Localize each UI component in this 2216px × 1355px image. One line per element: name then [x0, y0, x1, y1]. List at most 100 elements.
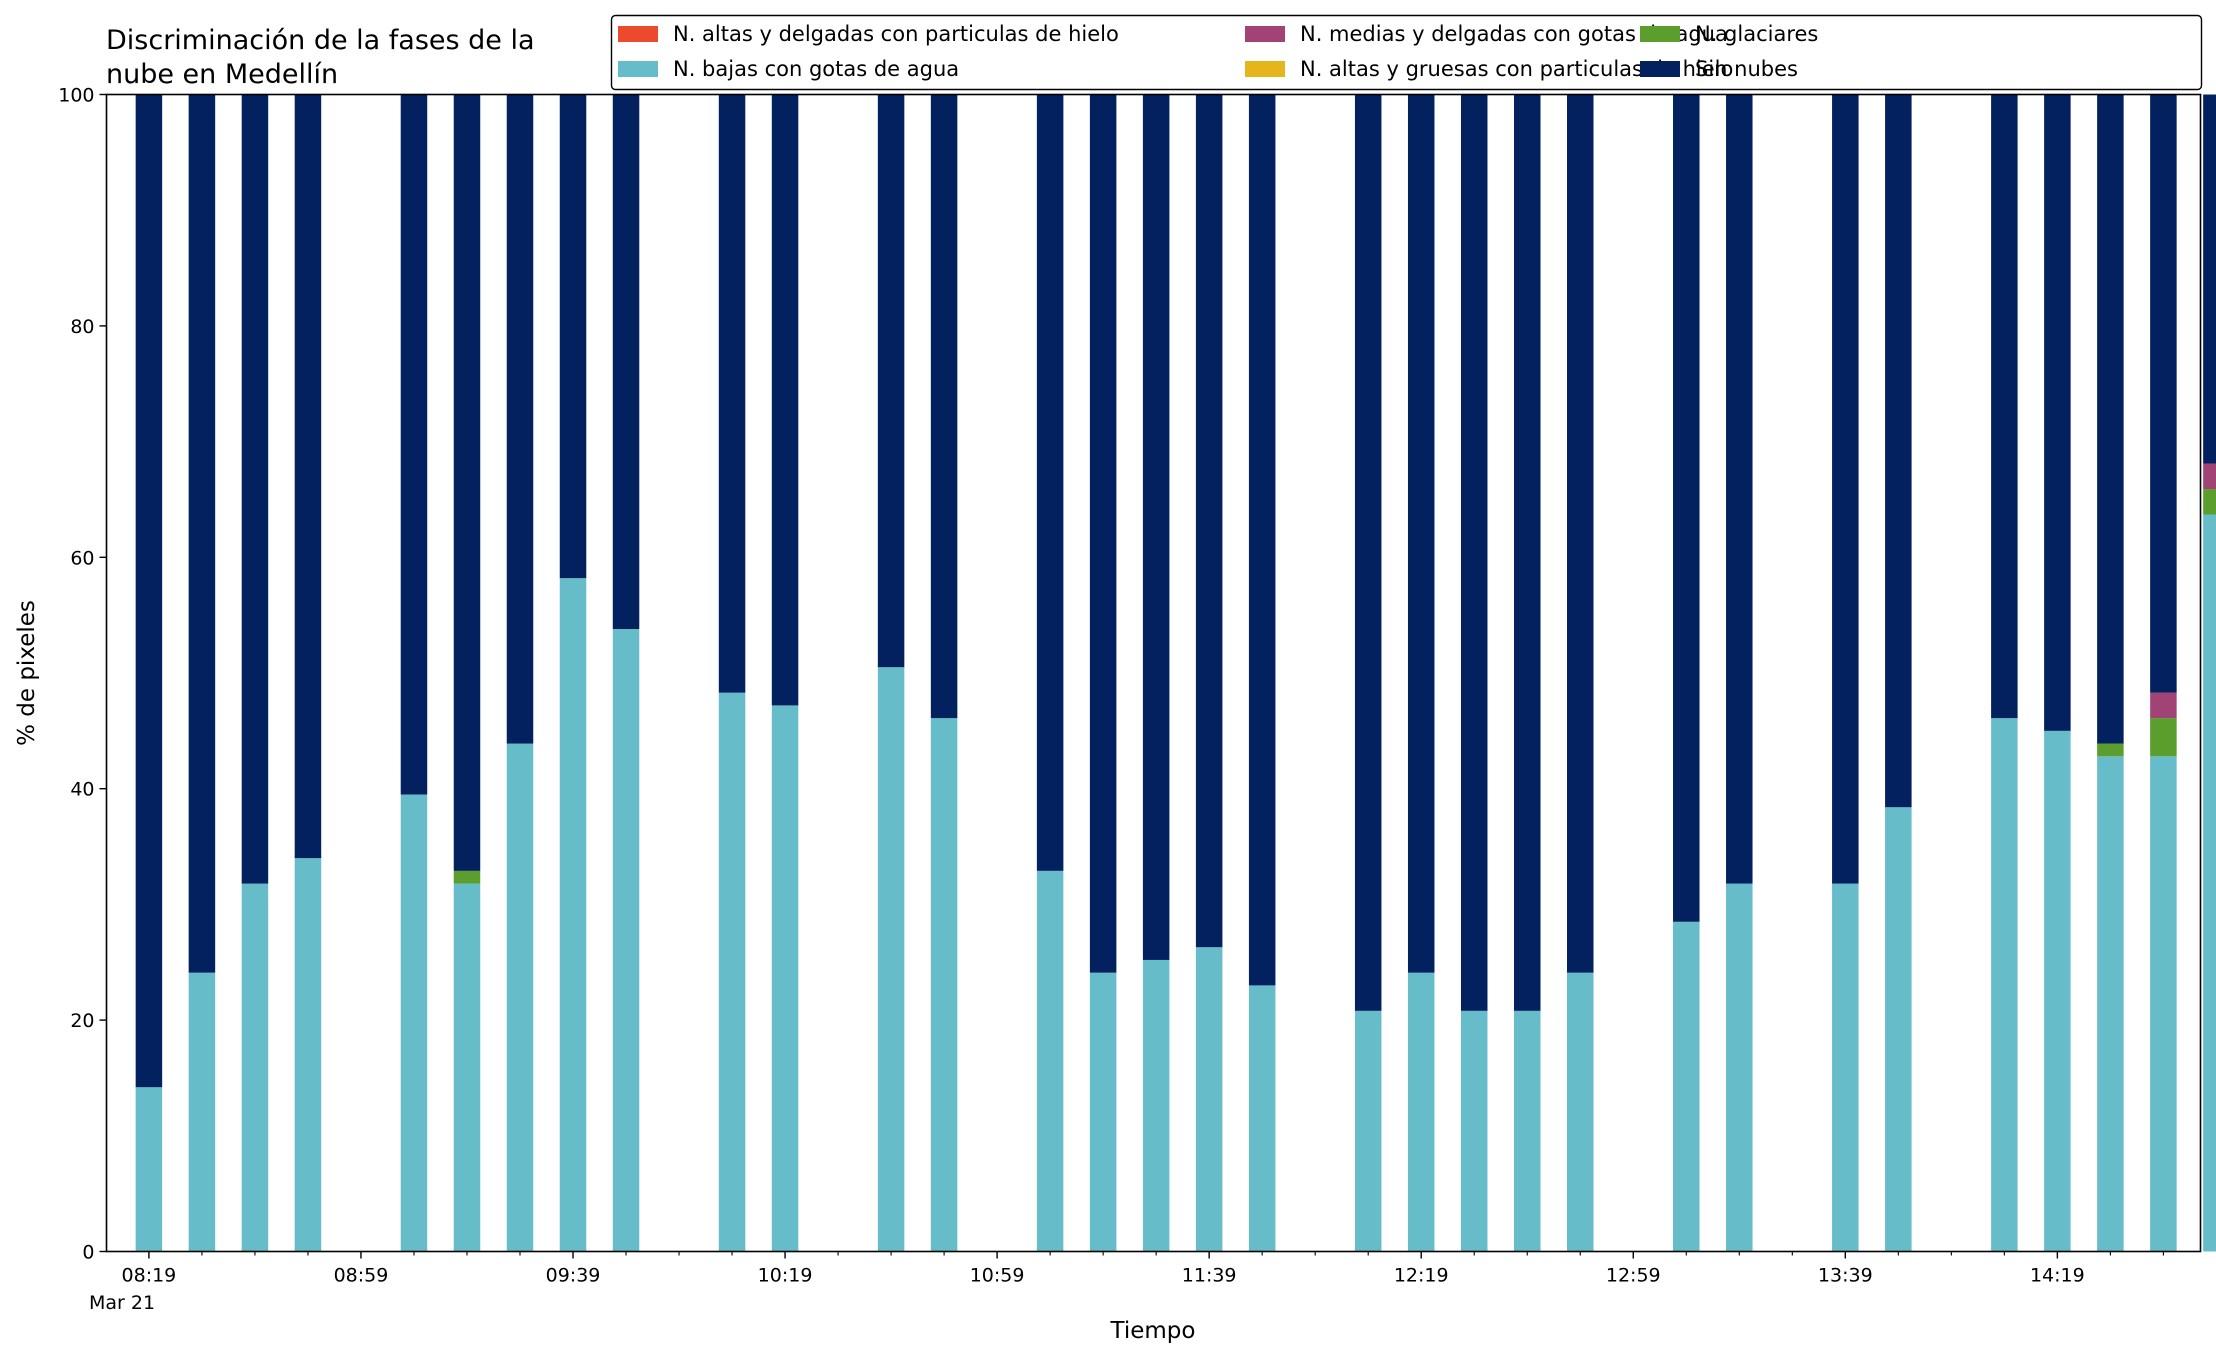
x-tick-label-7: 12:59 [1606, 1265, 1661, 1287]
bar-segment-10:39-s2 [877, 667, 905, 1252]
bar-segment-10:49-s2 [930, 718, 958, 1252]
bar-segment-11:09-s2 [1036, 870, 1064, 1252]
chart-title-line-2: nube en Medellín [106, 59, 338, 90]
bar-segment-12:29-s2 [1460, 1010, 1488, 1252]
chart-legend: N. altas y delgadas con particulas de hi… [610, 14, 2203, 91]
y-axis-label: % de pixeles [14, 600, 40, 746]
bar-segment-09:19-s5 [453, 94, 481, 871]
legend-swatch-3 [1640, 26, 1680, 42]
legend-swatch-4 [1245, 26, 1285, 42]
y-tick-label-20: 20 [70, 1010, 94, 1032]
bar-segment-14:09-s2 [1991, 718, 2018, 1252]
bar-segment-09:39-s5 [559, 94, 587, 579]
legend-swatch-1 [1245, 61, 1285, 77]
bar-segment-14:49-s4 [2203, 463, 2216, 490]
bar-segment-12:19-s5 [1407, 94, 1435, 973]
bar-segment-14:49-s5 [2203, 94, 2216, 464]
bar-segment-14:39-s5 [2150, 94, 2177, 693]
bar-segment-14:29-s5 [2097, 94, 2124, 744]
bar-segment-14:39-s3 [2150, 718, 2177, 757]
bar-segment-10:19-s5 [771, 94, 799, 706]
bar-segment-12:19-s2 [1407, 972, 1435, 1252]
x-axis: Mar 21 08:19 08:59 09:39 10:19 10:59 11:39 12:… [89, 1251, 2164, 1314]
bar-segment-09:29-s5 [506, 94, 534, 744]
bar-segment-14:19-s2 [2044, 730, 2071, 1252]
x-tick-label-6: 12:19 [1394, 1265, 1449, 1287]
bar-segment-08:39-s2 [241, 883, 269, 1252]
bar-segment-13:19-s2 [1726, 883, 1753, 1252]
bar-segment-09:09-s2 [400, 794, 428, 1252]
x-tick-label-3: 10:19 [758, 1265, 813, 1287]
bar-segment-11:29-s2 [1142, 959, 1170, 1252]
bar-segment-11:29-s5 [1142, 94, 1170, 960]
legend-label-2: N. bajas con gotas de agua [673, 57, 959, 81]
bar-segment-13:09-s2 [1673, 921, 1700, 1252]
x-tick-label-5: 11:39 [1182, 1265, 1237, 1287]
bar-segment-14:19-s5 [2044, 94, 2071, 731]
bar-segment-10:09-s5 [718, 94, 746, 693]
y-tick-label-80: 80 [70, 316, 94, 338]
bar-segment-10:09-s2 [718, 692, 746, 1252]
legend-swatch-2 [618, 61, 658, 77]
bar-segment-13:39-s5 [1832, 94, 1859, 884]
bar-segment-08:49-s2 [294, 858, 322, 1252]
legend-swatch-5 [1640, 61, 1680, 77]
bar-segment-09:19-s2 [453, 883, 481, 1252]
bar-segment-12:49-s2 [1566, 972, 1594, 1252]
bar-segment-12:09-s2 [1354, 1010, 1382, 1252]
bar-segment-11:19-s5 [1089, 94, 1117, 973]
bar-segment-11:49-s5 [1248, 94, 1276, 986]
x-tick-label-0: 08:19 [122, 1265, 177, 1287]
bar-segment-08:29-s5 [188, 94, 216, 973]
bar-segment-09:49-s2 [612, 629, 640, 1252]
y-tick-label-0: 0 [82, 1242, 94, 1264]
bar-segment-12:09-s5 [1354, 94, 1382, 1011]
bar-segment-11:39-s2 [1195, 947, 1223, 1252]
bar-segment-09:19-s3 [453, 870, 481, 884]
y-tick-label-40: 40 [70, 779, 94, 801]
x-axis-label: Tiempo [1110, 1318, 1196, 1344]
x-tick-label-1: 08:59 [334, 1265, 389, 1287]
x-tick-label-2: 09:39 [546, 1265, 601, 1287]
bar-segment-08:29-s2 [188, 972, 216, 1252]
x-tick-label-9: 14:19 [2030, 1265, 2085, 1287]
bar-segment-13:49-s2 [1885, 807, 1912, 1252]
bar-segment-12:39-s5 [1513, 94, 1541, 1011]
bar-segment-14:49-s2 [2203, 514, 2216, 1252]
bar-segment-11:39-s5 [1195, 94, 1223, 948]
bar-segment-08:19-s5 [135, 94, 163, 1088]
bar-segment-14:49-s3 [2203, 489, 2216, 515]
bar-segment-12:39-s2 [1513, 1010, 1541, 1252]
bar-segment-13:39-s2 [1832, 883, 1859, 1252]
plot-area-frame [105, 93, 2202, 1253]
legend-box [610, 14, 2203, 91]
chart-title-line-1: Discriminación de la fases de la [106, 25, 535, 56]
bar-segment-13:19-s5 [1726, 94, 1753, 884]
bar-segment-13:09-s5 [1673, 94, 1700, 922]
bar-segment-14:39-s4 [2150, 692, 2177, 719]
bar-segment-11:09-s5 [1036, 94, 1064, 871]
bars-layer [135, 94, 2216, 1252]
x-date-label: Mar 21 [89, 1292, 155, 1314]
bar-segment-09:09-s5 [400, 94, 428, 795]
bar-segment-11:49-s2 [1248, 985, 1276, 1252]
bar-segment-14:39-s2 [2150, 756, 2177, 1252]
bar-segment-14:09-s5 [1991, 94, 2018, 719]
y-tick-label-60: 60 [70, 547, 94, 569]
bar-segment-12:29-s5 [1460, 94, 1488, 1011]
y-tick-label-100: 100 [58, 85, 94, 107]
y-axis: 0 20 40 60 80 100 [58, 85, 107, 1264]
bar-segment-09:49-s5 [612, 94, 640, 630]
bar-segment-11:19-s2 [1089, 972, 1117, 1252]
bar-segment-10:39-s5 [877, 94, 905, 668]
legend-label-3: N. glaciares [1695, 22, 1818, 46]
bar-segment-13:49-s5 [1885, 94, 1912, 808]
x-tick-label-8: 13:39 [1818, 1265, 1873, 1287]
legend-label-5: Sin nubes [1695, 57, 1798, 81]
legend-swatch-0 [618, 26, 658, 42]
bar-segment-10:49-s5 [930, 94, 958, 719]
legend-label-0: N. altas y delgadas con particulas de hi… [673, 22, 1119, 46]
chart-title: Discriminación de la fases de la nube en… [106, 25, 535, 90]
bar-segment-14:29-s3 [2097, 743, 2124, 757]
